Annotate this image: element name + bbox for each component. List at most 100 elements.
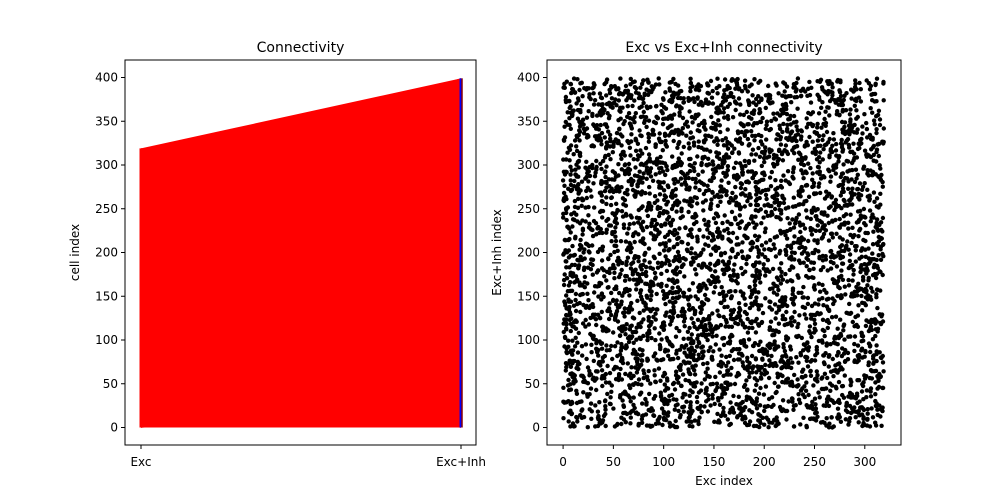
scatter-point	[585, 425, 590, 430]
scatter-point	[806, 238, 811, 244]
scatter-point	[690, 281, 696, 286]
scatter-point	[791, 195, 796, 200]
scatter-point	[657, 331, 662, 336]
scatter-point	[698, 310, 703, 315]
connection-line	[140, 250, 462, 414]
scatter-point	[878, 374, 883, 380]
scatter-point	[746, 143, 751, 148]
connection-line	[140, 163, 462, 326]
scatter-point	[847, 252, 853, 257]
connection-line	[140, 120, 462, 261]
scatter-point	[699, 410, 704, 415]
scatter-point	[781, 200, 787, 206]
connection-line	[140, 91, 462, 181]
connection-line	[140, 163, 462, 282]
scatter-point	[808, 331, 813, 336]
scatter-point	[748, 216, 754, 221]
scatter-point	[708, 345, 713, 350]
scatter-point	[688, 199, 694, 204]
scatter-point	[665, 413, 670, 418]
scatter-point	[564, 217, 569, 223]
scatter-point	[804, 380, 809, 385]
scatter-point	[859, 348, 864, 353]
connection-line	[140, 294, 462, 353]
scatter-point	[598, 161, 603, 166]
scatter-point	[681, 294, 687, 299]
scatter-point	[853, 78, 858, 83]
scatter-point	[753, 260, 759, 265]
scatter-point	[763, 240, 769, 245]
scatter-point	[733, 107, 738, 113]
scatter-point	[734, 242, 739, 247]
scatter-point	[830, 90, 835, 95]
scatter-point	[874, 130, 879, 136]
scatter-point	[874, 147, 880, 152]
connection-line	[140, 160, 462, 191]
scatter-point	[564, 326, 569, 331]
scatter-point	[663, 172, 668, 178]
scatter-point	[702, 292, 708, 298]
scatter-point	[730, 190, 735, 196]
scatter-point	[572, 198, 578, 204]
scatter-point	[823, 403, 828, 408]
scatter-point	[828, 259, 834, 264]
scatter-point	[738, 307, 743, 313]
scatter-point	[749, 152, 754, 157]
scatter-point	[799, 168, 804, 173]
scatter-point	[715, 411, 720, 417]
scatter-point	[792, 319, 797, 324]
scatter-point	[688, 80, 694, 86]
scatter-point	[643, 281, 648, 286]
scatter-point	[846, 283, 852, 288]
scatter-point	[697, 187, 702, 193]
scatter-point	[855, 324, 861, 329]
connection-line	[140, 256, 462, 263]
scatter-point	[562, 334, 568, 340]
connection-line	[140, 81, 462, 348]
scatter-point	[733, 278, 739, 284]
connection-line	[140, 118, 462, 375]
scatter-point	[732, 381, 738, 387]
scatter-point	[769, 307, 775, 312]
connection-line	[140, 324, 462, 386]
scatter-point	[703, 137, 708, 142]
connection-line	[140, 410, 462, 423]
scatter-point	[639, 420, 645, 425]
scatter-point	[826, 89, 831, 95]
scatter-point	[589, 416, 594, 421]
scatter-point	[686, 233, 691, 238]
scatter-point	[806, 194, 812, 199]
scatter-point	[675, 285, 681, 290]
scatter-point	[604, 164, 609, 169]
scatter-point	[615, 248, 620, 253]
connection-line	[140, 165, 462, 210]
scatter-point	[625, 187, 630, 193]
scatter-point	[696, 352, 701, 357]
left-y-tick-label: 50	[103, 377, 118, 391]
connection-line	[140, 112, 462, 179]
scatter-point	[703, 387, 709, 392]
scatter-point	[708, 261, 713, 266]
connection-line	[140, 161, 462, 333]
scatter-point	[575, 159, 581, 165]
scatter-point	[728, 221, 733, 227]
scatter-point	[584, 356, 589, 362]
connection-line	[140, 243, 462, 301]
scatter-point	[700, 156, 705, 161]
scatter-point	[774, 310, 779, 315]
connection-line	[140, 123, 462, 363]
connection-line	[140, 153, 462, 308]
scatter-point	[615, 353, 620, 359]
scatter-point	[686, 141, 691, 146]
scatter-point	[706, 243, 711, 248]
scatter-point	[800, 222, 806, 227]
connection-line	[140, 269, 462, 272]
scatter-point	[659, 263, 665, 268]
scatter-point	[711, 349, 716, 354]
scatter-point	[618, 348, 624, 353]
connection-line	[140, 137, 462, 187]
scatter-point	[744, 261, 749, 267]
scatter-point	[849, 160, 855, 166]
scatter-point	[662, 131, 668, 136]
connection-line	[140, 139, 462, 377]
